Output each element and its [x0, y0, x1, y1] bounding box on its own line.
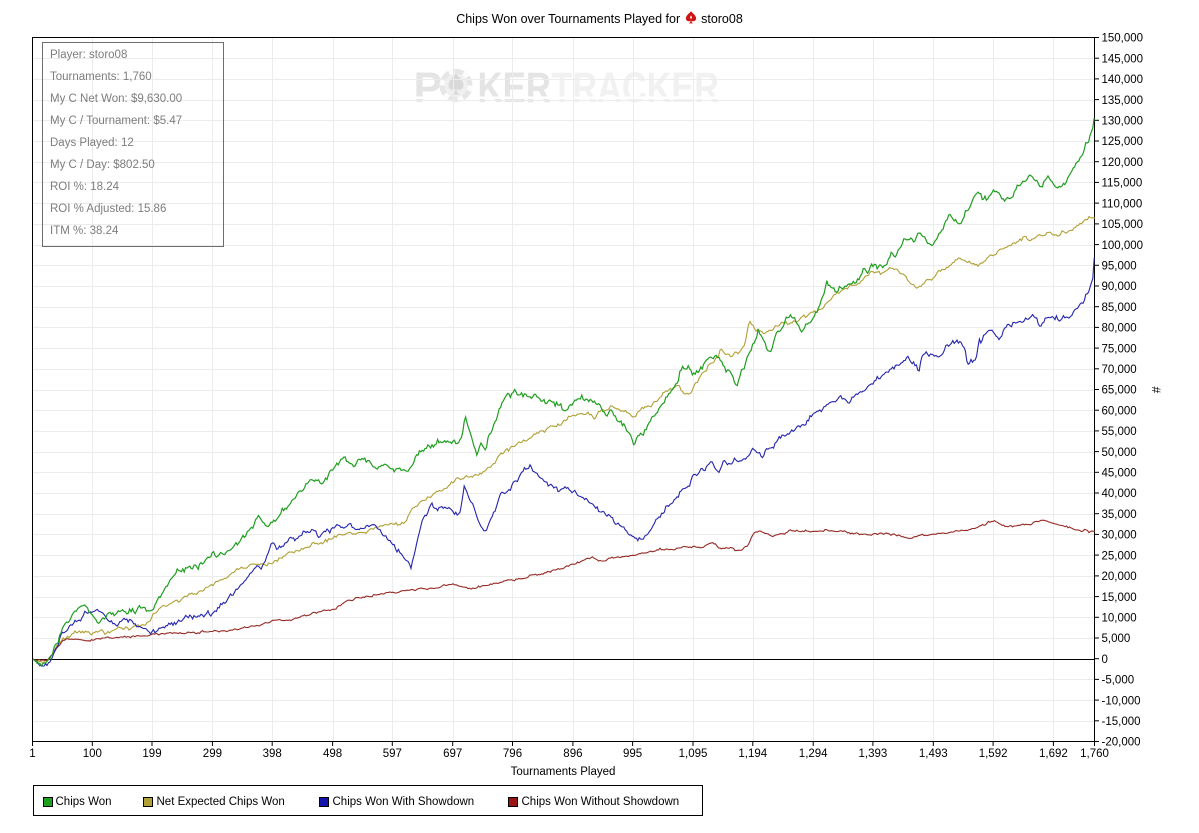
svg-text:115,000: 115,000	[1102, 178, 1143, 190]
svg-text:90,000: 90,000	[1102, 281, 1137, 293]
svg-text:1,095: 1,095	[679, 748, 708, 760]
svg-text:150,000: 150,000	[1102, 33, 1144, 45]
svg-text:1,194: 1,194	[738, 748, 767, 760]
svg-text:30,000: 30,000	[1102, 530, 1137, 542]
svg-text:85,000: 85,000	[1102, 302, 1137, 314]
svg-text:135,000: 135,000	[1102, 95, 1144, 107]
svg-text:697: 697	[443, 748, 462, 760]
svg-text:80,000: 80,000	[1102, 323, 1137, 335]
svg-text:#: #	[1149, 387, 1163, 394]
svg-text:70,000: 70,000	[1102, 364, 1137, 376]
svg-text:P: P	[414, 64, 443, 112]
svg-text:10,000: 10,000	[1102, 613, 1137, 625]
svg-text:-10,000: -10,000	[1102, 695, 1141, 707]
svg-text:20,000: 20,000	[1102, 571, 1137, 583]
svg-text:15,000: 15,000	[1102, 592, 1137, 604]
svg-text:1,393: 1,393	[859, 748, 888, 760]
svg-text:995: 995	[623, 748, 642, 760]
svg-text:50,000: 50,000	[1102, 447, 1137, 459]
svg-text:110,000: 110,000	[1102, 198, 1143, 210]
svg-text:1,294: 1,294	[799, 748, 828, 760]
svg-text:1,493: 1,493	[919, 748, 948, 760]
svg-text:130,000: 130,000	[1102, 116, 1144, 128]
svg-text:1,592: 1,592	[979, 748, 1008, 760]
svg-text:0: 0	[1102, 654, 1108, 666]
svg-text:-5,000: -5,000	[1102, 675, 1135, 687]
svg-text:1: 1	[29, 748, 35, 760]
svg-text:65,000: 65,000	[1102, 385, 1137, 397]
svg-text:597: 597	[383, 748, 402, 760]
svg-text:35,000: 35,000	[1102, 509, 1137, 521]
svg-text:398: 398	[263, 748, 282, 760]
svg-text:100: 100	[83, 748, 102, 760]
svg-text:896: 896	[563, 748, 582, 760]
svg-text:105,000: 105,000	[1102, 219, 1144, 231]
svg-text:Tournaments Played: Tournaments Played	[511, 766, 616, 778]
svg-text:120,000: 120,000	[1102, 157, 1144, 169]
svg-text:125,000: 125,000	[1102, 136, 1144, 148]
svg-text:45,000: 45,000	[1102, 468, 1137, 480]
svg-text:498: 498	[323, 748, 342, 760]
svg-text:55,000: 55,000	[1102, 426, 1137, 438]
svg-text:1,692: 1,692	[1039, 748, 1068, 760]
svg-text:60,000: 60,000	[1102, 405, 1137, 417]
svg-text:25,000: 25,000	[1102, 550, 1137, 562]
svg-text:-15,000: -15,000	[1102, 716, 1141, 728]
svg-text:95,000: 95,000	[1102, 261, 1137, 273]
svg-text:100,000: 100,000	[1102, 240, 1144, 252]
svg-text:-20,000: -20,000	[1102, 737, 1141, 749]
svg-text:1,760: 1,760	[1080, 748, 1109, 760]
svg-text:40,000: 40,000	[1102, 488, 1137, 500]
svg-text:75,000: 75,000	[1102, 343, 1137, 355]
svg-text:199: 199	[142, 748, 161, 760]
svg-text:796: 796	[503, 748, 522, 760]
svg-text:299: 299	[203, 748, 222, 760]
svg-text:KER: KER	[478, 64, 552, 112]
svg-text:145,000: 145,000	[1102, 53, 1144, 65]
svg-text:5,000: 5,000	[1102, 633, 1131, 645]
svg-text:140,000: 140,000	[1102, 74, 1144, 86]
svg-text:TRACKER: TRACKER	[552, 64, 720, 112]
